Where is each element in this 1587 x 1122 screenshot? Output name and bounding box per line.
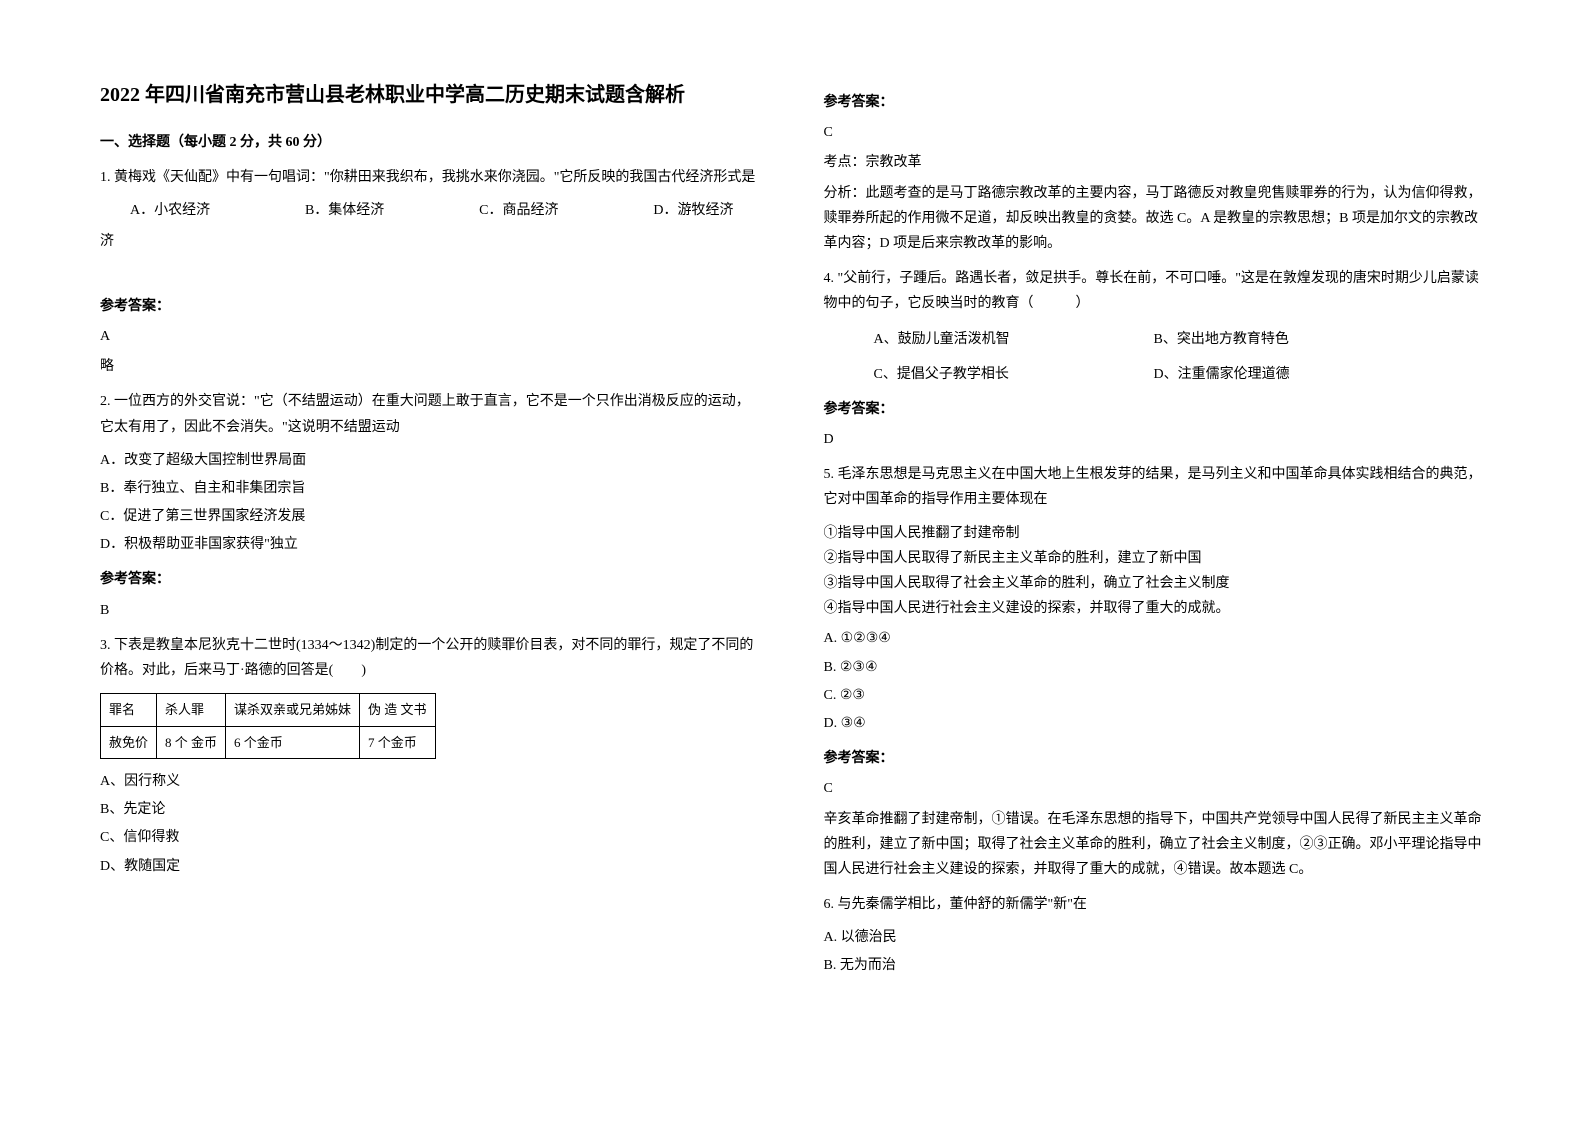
q3-table: 罪名 杀人罪 谋杀双亲或兄弟姊妹 伪 造 文书 赦免价 8 个 金币 6 个金币… xyxy=(100,693,436,759)
q6-text: 6. 与先秦儒学相比，董仲舒的新儒学"新"在 xyxy=(824,892,1488,917)
q5-options: A. ①②③④ B. ②③④ C. ②③ D. ③④ xyxy=(824,626,1488,736)
q4-opt-d: D、注重儒家伦理道德 xyxy=(1154,362,1290,387)
q4-options-row1: A、鼓励儿童活泼机智 B、突出地方教育特色 xyxy=(874,327,1488,352)
q1-extra: 济 xyxy=(100,229,764,254)
q5-analysis: 辛亥革命推翻了封建帝制，①错误。在毛泽东思想的指导下，中国共产党领导中国人民得了… xyxy=(824,807,1488,883)
q1-opt-c: C．商品经济 xyxy=(479,198,558,223)
q1-brief: 略 xyxy=(100,354,764,379)
document-title: 2022 年四川省南充市营山县老林职业中学高二历史期末试题含解析 xyxy=(100,80,764,110)
q5-text: 5. 毛泽东思想是马克思主义在中国大地上生根发芽的结果，是马列主义和中国革命具体… xyxy=(824,462,1488,512)
table-cell: 谋杀双亲或兄弟姊妹 xyxy=(226,694,360,726)
q2-answer-label: 参考答案： xyxy=(100,567,764,592)
q2-text: 2. 一位西方的外交官说："它（不结盟运动）在重大问题上敢于直言，它不是一个只作… xyxy=(100,389,764,439)
table-row: 赦免价 8 个 金币 6 个金币 7 个金币 xyxy=(101,726,436,758)
q5-opt-c: C. ②③ xyxy=(824,683,1488,708)
q1-options: A．小农经济 B．集体经济 C．商品经济 D．游牧经济 xyxy=(100,198,764,223)
q4-opt-b: B、突出地方教育特色 xyxy=(1154,327,1289,352)
left-column: 2022 年四川省南充市营山县老林职业中学高二历史期末试题含解析 一、选择题（每… xyxy=(100,80,764,1042)
q6-opt-b: B. 无为而治 xyxy=(824,953,1488,978)
table-cell: 7 个金币 xyxy=(360,726,436,758)
q6-opt-a: A. 以德治民 xyxy=(824,925,1488,950)
q3-text: 3. 下表是教皇本尼狄克十二世时(1334～1342)制定的一个公开的赎罪价目表… xyxy=(100,633,764,683)
q3-opt-d: D、教随国定 xyxy=(100,854,764,879)
q5-item4: ④指导中国人民进行社会主义建设的探索，并取得了重大的成就。 xyxy=(824,596,1488,621)
q1-answer-label: 参考答案： xyxy=(100,294,764,319)
q5-opt-b: B. ②③④ xyxy=(824,655,1488,680)
table-cell: 伪 造 文书 xyxy=(360,694,436,726)
question-3: 3. 下表是教皇本尼狄克十二世时(1334～1342)制定的一个公开的赎罪价目表… xyxy=(100,633,764,879)
q2-answer: B xyxy=(100,598,764,623)
table-cell: 赦免价 xyxy=(101,726,157,758)
q2-opt-c: C．促进了第三世界国家经济发展 xyxy=(100,504,764,529)
right-column: 参考答案： C 考点：宗教改革 分析：此题考查的是马丁路德宗教改革的主要内容，马… xyxy=(824,80,1488,1042)
q5-opt-d: D. ③④ xyxy=(824,711,1488,736)
q5-answer-label: 参考答案： xyxy=(824,746,1488,771)
q5-item2: ②指导中国人民取得了新民主主义革命的胜利，建立了新中国 xyxy=(824,546,1488,571)
q2-opt-b: B．奉行独立、自主和非集团宗旨 xyxy=(100,476,764,501)
q6-options: A. 以德治民 B. 无为而治 xyxy=(824,925,1488,978)
question-1: 1. 黄梅戏《天仙配》中有一句唱词："你耕田来我织布，我挑水来你浇园。"它所反映… xyxy=(100,165,764,254)
q2-options: A．改变了超级大国控制世界局面 B．奉行独立、自主和非集团宗旨 C．促进了第三世… xyxy=(100,448,764,558)
q4-opt-a: A、鼓励儿童活泼机智 xyxy=(874,327,1154,352)
q3-opt-a: A、因行称义 xyxy=(100,769,764,794)
question-5: 5. 毛泽东思想是马克思主义在中国大地上生根发芽的结果，是马列主义和中国革命具体… xyxy=(824,462,1488,736)
q1-text: 1. 黄梅戏《天仙配》中有一句唱词："你耕田来我织布，我挑水来你浇园。"它所反映… xyxy=(100,165,764,190)
q5-answer: C xyxy=(824,776,1488,801)
q4-text: 4. "父前行，子踵后。路遇长者，敛足拱手。尊长在前，不可口唾。"这是在敦煌发现… xyxy=(824,266,1488,316)
q1-opt-a: A．小农经济 xyxy=(130,198,210,223)
q3-opt-b: B、先定论 xyxy=(100,797,764,822)
q3-options: A、因行称义 B、先定论 C、信仰得救 D、教随国定 xyxy=(100,769,764,879)
table-cell: 罪名 xyxy=(101,694,157,726)
q3-topic: 考点：宗教改革 xyxy=(824,150,1488,175)
q3-opt-c: C、信仰得救 xyxy=(100,825,764,850)
q1-opt-b: B．集体经济 xyxy=(305,198,384,223)
q1-answer: A xyxy=(100,324,764,349)
q4-options-row2: C、提倡父子教学相长 D、注重儒家伦理道德 xyxy=(874,362,1488,387)
q2-opt-d: D．积极帮助亚非国家获得"独立 xyxy=(100,532,764,557)
q2-opt-a: A．改变了超级大国控制世界局面 xyxy=(100,448,764,473)
table-cell: 8 个 金币 xyxy=(157,726,226,758)
q3-analysis: 分析：此题考查的是马丁路德宗教改革的主要内容，马丁路德反对教皇兜售赎罪券的行为，… xyxy=(824,181,1488,257)
q5-item1: ①指导中国人民推翻了封建帝制 xyxy=(824,521,1488,546)
q1-opt-d: D．游牧经济 xyxy=(653,198,733,223)
table-cell: 杀人罪 xyxy=(157,694,226,726)
table-cell: 6 个金币 xyxy=(226,726,360,758)
q4-answer: D xyxy=(824,427,1488,452)
q3-answer: C xyxy=(824,120,1488,145)
q5-item3: ③指导中国人民取得了社会主义革命的胜利，确立了社会主义制度 xyxy=(824,571,1488,596)
question-4: 4. "父前行，子踵后。路遇长者，敛足拱手。尊长在前，不可口唾。"这是在敦煌发现… xyxy=(824,266,1488,387)
q3-answer-label: 参考答案： xyxy=(824,90,1488,115)
q4-answer-label: 参考答案： xyxy=(824,397,1488,422)
question-6: 6. 与先秦儒学相比，董仲舒的新儒学"新"在 A. 以德治民 B. 无为而治 xyxy=(824,892,1488,979)
q4-opt-c: C、提倡父子教学相长 xyxy=(874,362,1154,387)
table-row: 罪名 杀人罪 谋杀双亲或兄弟姊妹 伪 造 文书 xyxy=(101,694,436,726)
question-2: 2. 一位西方的外交官说："它（不结盟运动）在重大问题上敢于直言，它不是一个只作… xyxy=(100,389,764,557)
q5-opt-a: A. ①②③④ xyxy=(824,626,1488,651)
section-1-header: 一、选择题（每小题 2 分，共 60 分） xyxy=(100,130,764,155)
